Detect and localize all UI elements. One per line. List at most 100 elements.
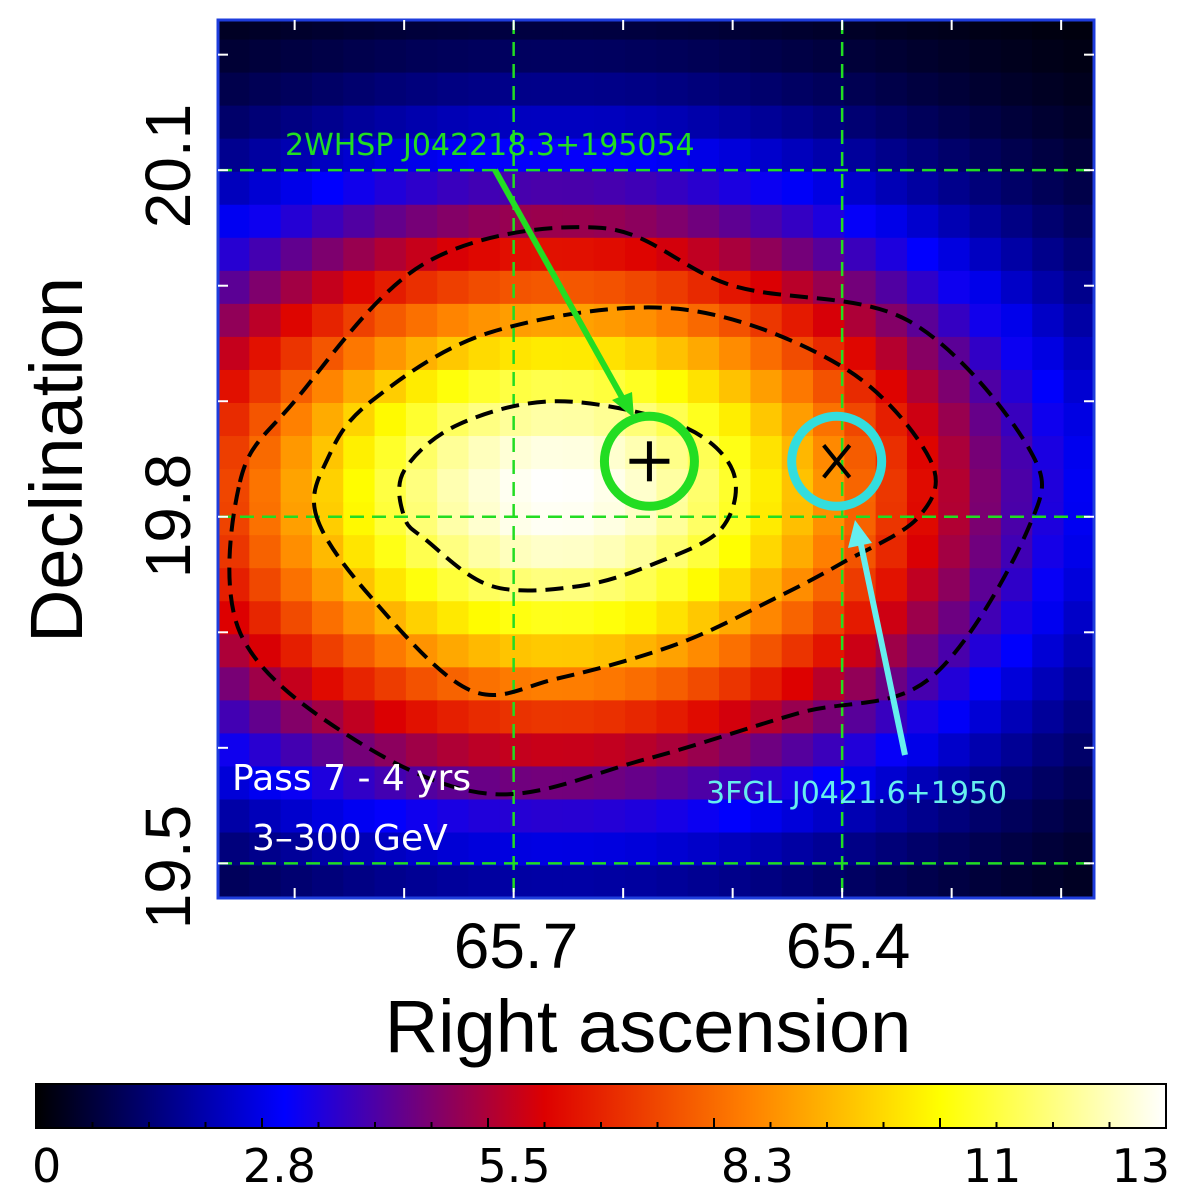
heatmap-pixel: [969, 402, 1002, 437]
heatmap-pixel: [750, 0, 782, 7]
heatmap-pixel: [499, 798, 532, 833]
heatmap-pixel: [969, 71, 1002, 106]
heatmap-pixel: [969, 501, 1002, 536]
heatmap-pixel: [531, 336, 564, 370]
heatmap-pixel: [1000, 666, 1033, 701]
heatmap-pixel: [656, 864, 689, 898]
heatmap-pixel: [437, 732, 470, 767]
heatmap-pixel: [1095, 171, 1127, 205]
heatmap-pixel: [531, 71, 564, 106]
heatmap-pixel: [1095, 6, 1127, 40]
frame-ticks: [218, 20, 1094, 898]
heatmap-pixel: [311, 105, 344, 139]
heatmap-pixel: [1063, 831, 1094, 866]
heatmap-pixel: [468, 435, 501, 470]
heatmap-pixel: [719, 732, 751, 767]
heatmap-pixel: [531, 204, 564, 238]
heatmap-pixel: [280, 567, 313, 602]
heatmap-pixel: [938, 138, 971, 172]
heatmap-pixel: [499, 105, 532, 139]
heatmap-pixel: [405, 864, 438, 898]
heatmap-pixel: [1000, 699, 1033, 734]
heatmap-pixel: [906, 633, 939, 668]
heatmap-pixel: [562, 765, 595, 800]
heatmap-pixel: [813, 38, 845, 73]
heatmap-pixel: [1032, 171, 1065, 205]
heatmap-pixel: [813, 600, 845, 635]
heatmap-pixel: [969, 336, 1002, 370]
heatmap-pixel: [906, 600, 939, 635]
heatmap-pixel: [813, 633, 845, 668]
heatmap-pixel: [1095, 535, 1127, 569]
heatmap-pixel: [938, 864, 971, 898]
heatmap-pixel: [844, 732, 877, 767]
heatmap-pixel: [312, 0, 344, 7]
heatmap-pixel: [374, 237, 407, 271]
heatmap-pixel: [750, 402, 783, 437]
heatmap-pixel: [218, 71, 250, 106]
heatmap-pixel: [280, 270, 313, 304]
heatmap-pixel: [562, 600, 595, 635]
heatmap-pixel: [531, 732, 564, 767]
heatmap-pixel: [437, 600, 470, 635]
heatmap-pixel: [719, 171, 751, 205]
heatmap-pixel: [687, 831, 720, 866]
heatmap-pixel: [781, 633, 814, 668]
heatmap-pixel: [499, 38, 532, 73]
heatmap-pixel: [969, 633, 1002, 668]
heatmap-pixel: [499, 534, 532, 569]
heatmap-pixel: [750, 270, 783, 304]
heatmap-pixel: [906, 699, 939, 734]
heatmap-pixel: [781, 567, 814, 602]
heatmap-pixel: [1032, 699, 1065, 734]
heatmap-pixel: [218, 38, 250, 73]
heatmap-pixel: [437, 765, 470, 800]
heatmap-pixel: [562, 0, 594, 7]
heatmap-pixel: [1032, 105, 1065, 139]
heatmap-pixel: [1032, 138, 1065, 172]
heatmap-pixel: [750, 501, 783, 536]
heatmap-pixel: [719, 204, 751, 238]
heatmap-pixel: [343, 633, 376, 668]
heatmap-pixel: [781, 798, 814, 833]
heatmap-pixel: [562, 534, 595, 569]
heatmap-pixel: [1063, 633, 1094, 668]
heatmap-pixel: [374, 38, 407, 73]
heatmap-pixel: [875, 336, 908, 370]
heatmap-pixel: [405, 765, 438, 800]
y-tick-label-19.8: 19.8: [132, 454, 204, 579]
heatmap-pixel: [249, 567, 282, 602]
heatmap-pixel: [218, 567, 250, 602]
heatmap-pixel: [781, 270, 814, 304]
heatmap-pixel: [374, 435, 407, 470]
heatmap-pixel: [437, 171, 470, 205]
heatmap-pixel: [437, 38, 470, 73]
heatmap-pixel: [249, 303, 282, 337]
heatmap-pixel: [405, 534, 438, 569]
heatmap-pixel: [249, 138, 282, 172]
heatmap-pixel: [1095, 105, 1127, 139]
heatmap-pixel: [969, 468, 1002, 503]
heatmap-pixel: [562, 71, 595, 106]
heatmap-pixel: [374, 699, 407, 734]
heatmap-pixel: [593, 666, 626, 701]
heatmap-pixel: [468, 699, 501, 734]
heatmap-pixel: [468, 336, 501, 370]
heatmap-pixel: [906, 20, 939, 40]
heatmap-pixel: [499, 369, 532, 403]
heatmap-pixel: [907, 0, 939, 7]
heatmap-pixel: [343, 864, 376, 898]
heatmap-pixel: [938, 534, 971, 569]
heatmap-pixel: [311, 270, 344, 304]
heatmap-pixel: [969, 732, 1002, 767]
heatmap-pixel: [687, 336, 720, 370]
heatmap-pixel: [531, 138, 564, 172]
heatmap-pixel: [374, 105, 407, 139]
heatmap-pixel: [405, 402, 438, 437]
heatmap-pixel: [781, 666, 814, 701]
heatmap-pixel: [969, 105, 1002, 139]
heatmap-pixel: [437, 567, 470, 602]
heatmap-pixel: [531, 699, 564, 734]
heatmap-pixel: [938, 798, 971, 833]
heatmap-pixel: [499, 567, 532, 602]
